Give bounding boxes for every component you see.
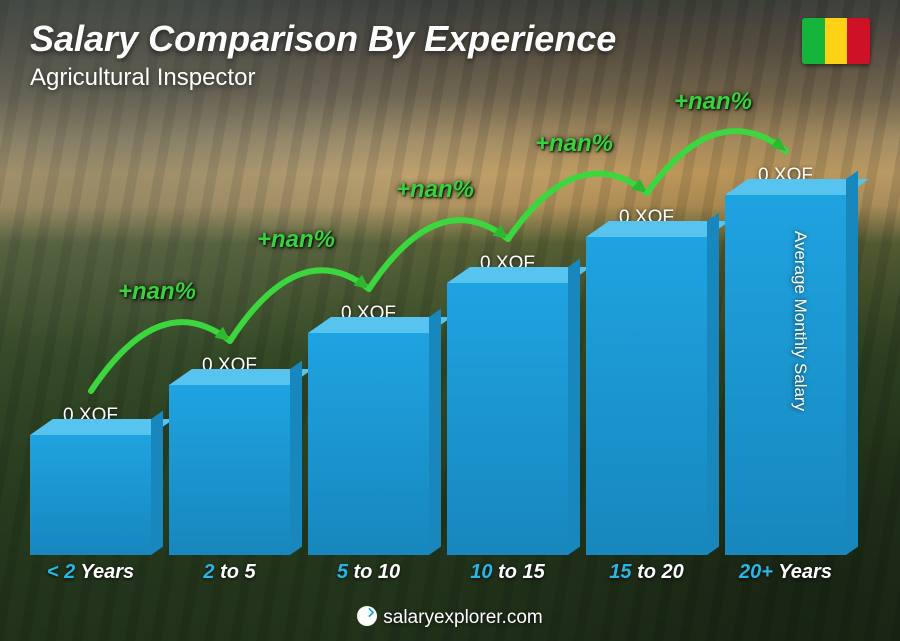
bar-front-face — [586, 237, 707, 555]
bar-front-face — [447, 283, 568, 555]
bar-side-face — [846, 171, 858, 555]
pct-change-label: +nan% — [257, 226, 335, 254]
bar-slot-0: 0 XOF — [30, 405, 151, 555]
pct-change-label: +nan% — [396, 176, 474, 204]
country-flag-mali — [802, 18, 870, 64]
x-tick: 2 to 5 — [169, 555, 290, 591]
x-tick: 10 to 15 — [447, 555, 568, 591]
x-axis: < 2 Years 2 to 5 5 to 10 10 to 15 15 to 20 20… — [30, 555, 846, 591]
x-tick: < 2 Years — [30, 555, 151, 591]
bar-slot-2: 0 XOF — [308, 303, 429, 555]
title-block: Salary Comparison By Experience Agricult… — [30, 18, 616, 92]
bar — [169, 385, 290, 555]
bar-side-face — [151, 411, 163, 555]
x-tick: 5 to 10 — [308, 555, 429, 591]
bar — [586, 237, 707, 555]
bar-side-face — [568, 259, 580, 555]
header: Salary Comparison By Experience Agricult… — [30, 18, 870, 92]
footer-site: salaryexplorer.com — [383, 607, 542, 628]
chart-area: 0 XOF0 XOF0 XOF0 XOF0 XOF0 XOF+nan%+nan%… — [30, 111, 846, 591]
bar — [447, 283, 568, 555]
flag-stripe-3 — [847, 18, 870, 64]
bar — [725, 195, 846, 555]
pct-change-label: +nan% — [674, 88, 752, 116]
flag-stripe-2 — [825, 18, 848, 64]
bar-side-face — [707, 213, 719, 555]
bar-front-face — [308, 333, 429, 555]
bars-row: 0 XOF0 XOF0 XOF0 XOF0 XOF0 XOF+nan%+nan%… — [30, 111, 846, 555]
bar-side-face — [429, 309, 441, 555]
bar-side-face — [290, 361, 302, 555]
flag-stripe-1 — [802, 18, 825, 64]
bar — [308, 333, 429, 555]
bar-slot-5: 0 XOF — [725, 165, 846, 555]
chart-title: Salary Comparison By Experience — [30, 18, 616, 60]
x-tick: 20+ Years — [725, 555, 846, 591]
footer: salaryexplorer.com — [0, 606, 900, 629]
bar-slot-3: 0 XOF — [447, 253, 568, 555]
bar-slot-4: 0 XOF — [586, 207, 707, 555]
y-axis-label: Average Monthly Salary — [790, 230, 810, 410]
logo-icon — [357, 606, 377, 626]
bar-slot-1: 0 XOF — [169, 355, 290, 555]
x-tick: 15 to 20 — [586, 555, 707, 591]
pct-change-label: +nan% — [118, 278, 196, 306]
bar-front-face — [725, 195, 846, 555]
pct-change-label: +nan% — [535, 130, 613, 158]
chart-canvas: Salary Comparison By Experience Agricult… — [0, 0, 900, 641]
bar-front-face — [30, 435, 151, 555]
bar — [30, 435, 151, 555]
chart-subtitle: Agricultural Inspector — [30, 64, 616, 92]
bar-front-face — [169, 385, 290, 555]
